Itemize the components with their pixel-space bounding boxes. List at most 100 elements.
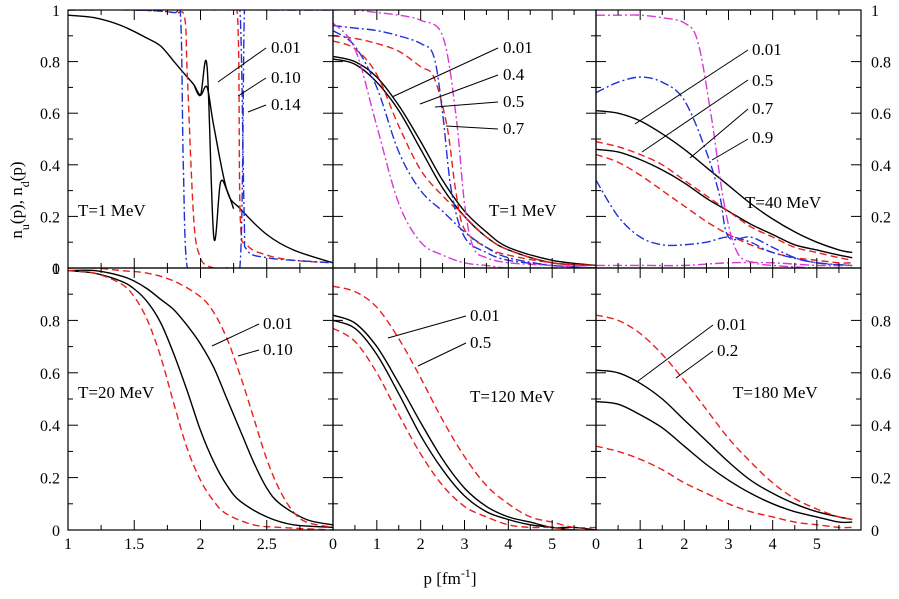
x-tick-label: 3 <box>461 536 469 553</box>
y-tick-label: 0.4 <box>40 418 60 435</box>
series-label-leader <box>237 349 260 357</box>
x-tick-label: 3 <box>725 536 733 553</box>
series-label: 0.5 <box>503 92 524 111</box>
y-tick-label: 0.4 <box>871 418 891 435</box>
temperature-annotation: T=1 MeV <box>78 201 146 220</box>
series-line-bottom-middle-1 <box>333 319 596 530</box>
y-tick-label: 0.2 <box>871 471 891 488</box>
series-line-top-left-3 <box>213 10 333 264</box>
panel-frame <box>595 267 862 531</box>
y-tick-label: 0 <box>52 523 60 540</box>
series-label: 0.2 <box>717 341 738 360</box>
series-label-leader <box>237 77 267 97</box>
y-tick-label: 1 <box>52 3 60 20</box>
series-label-leader <box>217 47 267 83</box>
series-label-leader <box>247 104 267 113</box>
series-label: 0.4 <box>503 65 525 84</box>
series-label: 0.01 <box>263 314 293 333</box>
series-line-top-right-1 <box>596 148 853 259</box>
x-tick-label: 0 <box>329 536 337 553</box>
series-line-top-right-6 <box>596 14 853 268</box>
series-label-leader <box>641 79 749 153</box>
temperature-annotation: T=1 MeV <box>489 201 557 220</box>
y-tick-label: 0.8 <box>871 313 891 330</box>
series-line-bottom-middle-2 <box>333 285 596 529</box>
y-tick-label: 0.8 <box>40 313 60 330</box>
series-label-leader <box>634 49 749 125</box>
temperature-annotation: T=120 MeV <box>470 387 555 406</box>
series-line-top-right-4 <box>596 76 853 267</box>
x-tick-label: 4 <box>769 536 777 553</box>
series-line-bottom-right-0 <box>596 369 853 521</box>
y-tick-label: 0.2 <box>40 209 60 226</box>
y-tick-label: 0.8 <box>871 55 891 72</box>
x-tick-label: 1.5 <box>124 536 144 553</box>
y-tick-label: 0.4 <box>871 158 891 175</box>
series-line-top-left-1 <box>193 59 235 242</box>
y-tick-label: 1 <box>871 3 879 20</box>
temperature-annotation: T=20 MeV <box>78 383 155 402</box>
series-line-bottom-right-2 <box>596 314 853 521</box>
panel-bottom-right: 0 1 2 3 4 5 0 0.2 0.4 0.6 0.8 T=180 MeV 0.01 0.2 <box>592 267 891 553</box>
x-tick-label: 5 <box>813 536 821 553</box>
series-line-bottom-middle-3 <box>333 327 596 530</box>
series-line-bottom-left-3 <box>68 269 333 530</box>
series-label-leader <box>711 138 749 161</box>
series-label-leader <box>387 315 467 339</box>
y-tick-label: 0.6 <box>871 106 891 123</box>
series-line-top-right-2 <box>596 140 853 261</box>
series-line-top-left-4 <box>68 10 333 268</box>
series-label-leader <box>417 342 467 367</box>
series-line-top-middle-7 <box>333 22 596 268</box>
series-label: 0.5 <box>470 333 491 352</box>
series-line-top-left-2 <box>68 10 215 268</box>
series-line-bottom-left-1 <box>68 269 333 529</box>
panel-top-left: 0 0.2 0.4 0.6 0.8 1 T=1 MeV 0.01 0.10 0.14 <box>40 3 334 278</box>
series-label-leader <box>391 47 499 98</box>
x-axis-label: p [fm-1] <box>424 566 477 588</box>
x-tick-label: 1 <box>64 536 72 553</box>
series-line-top-middle-3 <box>333 40 596 267</box>
series-label: 0.01 <box>503 38 533 57</box>
x-tick-label: 2 <box>197 536 205 553</box>
series-label: 0.01 <box>470 306 500 325</box>
series-label: 0.7 <box>503 119 525 138</box>
x-tick-label: 4 <box>504 536 512 553</box>
series-label: 0.01 <box>717 315 747 334</box>
series-label: 0.10 <box>263 340 293 359</box>
series-label: 0.7 <box>752 99 774 118</box>
panel-top-middle: T=1 MeV 0.01 0.4 0.5 0.7 <box>332 9 597 269</box>
x-tick-label: 2.5 <box>257 536 277 553</box>
panel-top-right: 1 0.8 0.6 0.4 0.2 T=40 MeV 0.01 0.5 0.7 0.9 <box>595 3 891 269</box>
panel-bottom-middle: 0 1 2 3 4 5 T=120 MeV 0.01 0.5 <box>329 267 597 553</box>
x-tick-label: 2 <box>417 536 425 553</box>
series-line-top-middle-2 <box>333 35 596 267</box>
y-tick-label: 0.8 <box>40 55 60 72</box>
series-label: 0.01 <box>271 38 301 57</box>
series-line-top-middle-1 <box>333 58 596 267</box>
series-label-leader <box>211 323 260 347</box>
temperature-annotation: T=40 MeV <box>745 193 822 212</box>
x-tick-label: 5 <box>548 536 556 553</box>
panel-bottom-left: 1 1.5 2 2.5 0 0.2 0.4 0.6 0.8 1 T=20 MeV 0.01 0.10 <box>40 261 334 553</box>
series-line-top-right-5 <box>596 179 853 267</box>
y-tick-label: 0.4 <box>40 158 60 175</box>
panel-frame <box>332 267 597 531</box>
series-line-top-right-0 <box>596 109 853 254</box>
y-tick-label: 1 <box>52 261 60 278</box>
y-tick-label: 0.6 <box>40 106 60 123</box>
x-tick-label: 2 <box>680 536 688 553</box>
series-label-leader <box>675 350 714 379</box>
series-label: 0.14 <box>271 95 301 114</box>
y-tick-label: 0.6 <box>871 366 891 383</box>
x-tick-label: 0 <box>592 536 600 553</box>
series-line-top-middle-5 <box>333 30 596 268</box>
temperature-annotation: T=180 MeV <box>733 383 818 402</box>
series-label-leader <box>637 324 714 382</box>
series-line-bottom-left-0 <box>68 269 333 526</box>
series-label-leader <box>445 125 499 130</box>
y-axis-label: nu(p), nd(p) <box>7 161 32 238</box>
series-label-leader <box>689 108 749 159</box>
series-label: 0.5 <box>752 71 773 90</box>
